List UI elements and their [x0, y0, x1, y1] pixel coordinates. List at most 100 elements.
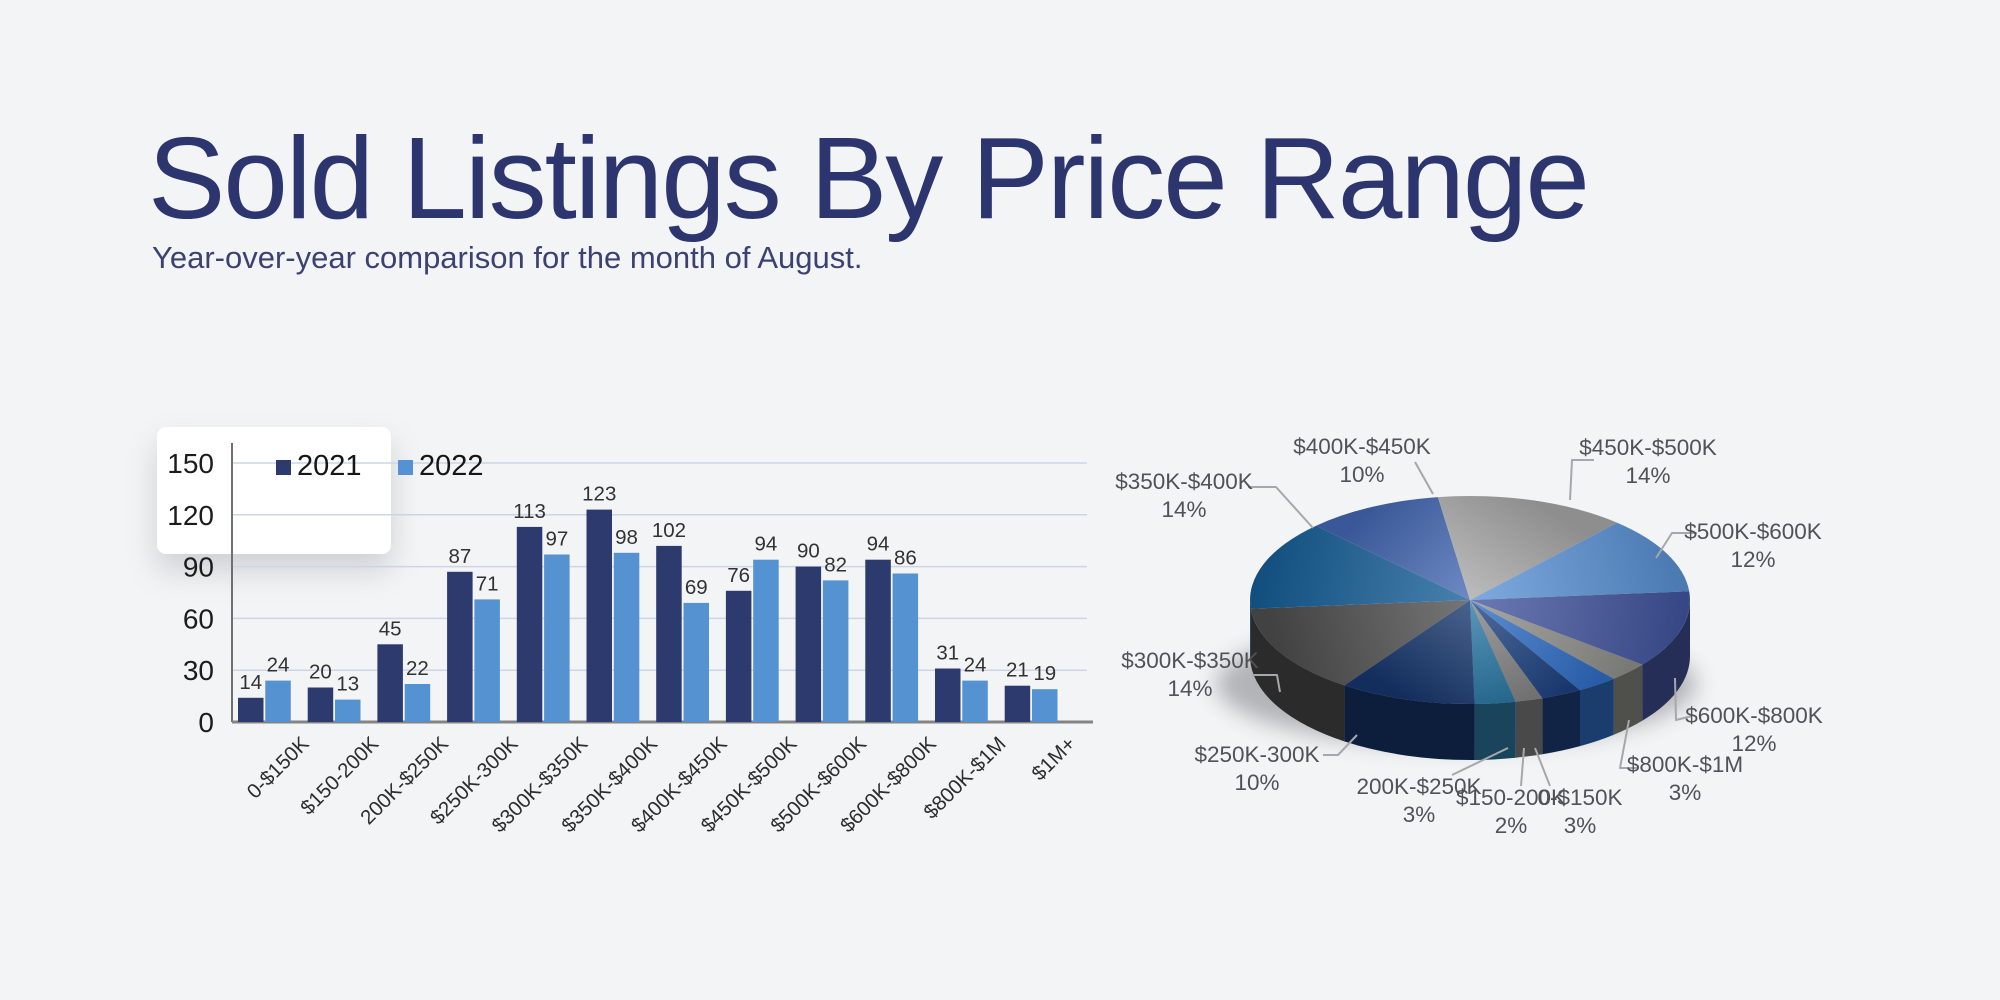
- pie-slice-name-label: $800K-$1M: [1627, 752, 1743, 777]
- pie-leader-line: [1674, 677, 1693, 721]
- legend-label-2022: 2022: [419, 450, 484, 482]
- pie-slice-name-label: $150-200K: [1456, 785, 1566, 810]
- bar-value-label: 94: [867, 533, 890, 556]
- bar-value-label: 20: [309, 660, 332, 683]
- y-axis-tick-label: 90: [183, 552, 214, 583]
- bar-value-label: 45: [379, 617, 402, 640]
- bar-2021-0: [238, 697, 264, 722]
- pie-slice-$400K-$450K: [1316, 497, 1470, 600]
- page-title: Sold Listings By Price Range: [148, 113, 1590, 243]
- pie-leader-line: [1414, 461, 1434, 495]
- pie-slice-pct-label: 12%: [1731, 731, 1776, 756]
- pie-leader-line: [1252, 674, 1281, 693]
- bar-2022-6: [683, 602, 709, 722]
- y-axis-tick-label: 150: [167, 448, 214, 479]
- bar-2021-7: [725, 590, 752, 722]
- pie-slice-200K-$250K: [1470, 600, 1516, 704]
- bar-value-label: 76: [727, 564, 750, 587]
- bar-2021-6: [656, 545, 682, 722]
- bar-2022-11: [1032, 689, 1058, 722]
- bar-value-label: 22: [406, 657, 429, 680]
- pie-slice-pct-label: 3%: [1564, 813, 1597, 838]
- pie-slice-pct-label: 12%: [1730, 547, 1775, 572]
- bar-value-label: 14: [239, 671, 262, 694]
- bar-value-label: 13: [336, 673, 359, 696]
- pie-leader-line: [1323, 734, 1358, 756]
- bar-2022-1: [335, 699, 361, 722]
- bar-value-label: 113: [513, 500, 546, 523]
- bar-2022-3: [474, 599, 500, 722]
- pie-slice-pct-label: 14%: [1167, 676, 1212, 701]
- pie-slice-side-$800K-$1M: [1613, 664, 1643, 735]
- bar-2021-5: [586, 509, 612, 722]
- bar-2021-9: [865, 559, 891, 722]
- bar-2022-5: [613, 552, 640, 722]
- pie-leader-line: [1248, 486, 1314, 529]
- pie-slice-0-$150K: [1470, 600, 1580, 699]
- bar-2022-4: [544, 554, 570, 722]
- pie-slice-name-label: $600K-$800K: [1685, 703, 1823, 728]
- pie-slice-name-label: 200K-$250K: [1356, 774, 1481, 799]
- y-axis-tick-label: 0: [198, 707, 214, 738]
- pie-slice-side-$350K-$400K: [1250, 600, 1251, 665]
- bar-value-label: 97: [545, 528, 568, 551]
- page-subtitle: Year-over-year comparison for the month …: [152, 240, 863, 275]
- pie-slice-name-label: $350K-$400K: [1115, 469, 1253, 494]
- pie-slice-pct-label: 2%: [1495, 813, 1528, 838]
- pie-slice-pct-label: 3%: [1669, 780, 1702, 805]
- bar-2022-2: [404, 684, 431, 722]
- bar-value-label: 86: [894, 547, 917, 570]
- pie-slice-$1M+: [1470, 600, 1614, 691]
- pie-slice-$250K-300K: [1344, 600, 1475, 705]
- bar-value-label: 94: [755, 533, 778, 556]
- chart-background-card: [157, 427, 391, 554]
- pie-slice-side-$250K-300K: [1344, 685, 1475, 761]
- bar-value-label: 69: [685, 576, 708, 599]
- pie-slice-side-$1M+: [1580, 678, 1614, 747]
- pie-slice-$600K-$800K: [1470, 591, 1690, 665]
- pie-slice-name-label: $250K-300K: [1194, 742, 1319, 767]
- bar-2022-9: [892, 573, 919, 722]
- pie-leader-line: [1520, 747, 1525, 787]
- pie-slice-pct-label: 10%: [1234, 770, 1279, 795]
- bar-2022-0: [265, 680, 291, 722]
- pie-slice-name-label: $400K-$450K: [1293, 434, 1431, 459]
- bar-value-label: 102: [652, 519, 686, 542]
- pie-chart: 0-$150K 3% $150-200K 2% 200K-$250K 3% $250K-30…: [1115, 434, 1823, 838]
- pie-slice-pct-label: 14%: [1625, 463, 1670, 488]
- bar-2021-3: [447, 571, 473, 722]
- pie-slice-pct-label: 14%: [1161, 497, 1206, 522]
- y-axis-tick-label: 30: [183, 655, 214, 686]
- x-axis-category-label: $1M+: [1027, 732, 1080, 785]
- bar-value-label: 24: [964, 654, 987, 677]
- pie-slice-$500K-$600K: [1470, 522, 1690, 600]
- pie-slice-side-$150-200K: [1515, 698, 1543, 758]
- bar-value-label: 21: [1006, 659, 1029, 682]
- pie-slice-side-200K-$250K: [1474, 701, 1516, 760]
- y-axis-tick-label: 120: [167, 500, 214, 531]
- pie-slice-name-label: $300K-$350K: [1121, 648, 1259, 673]
- bar-2021-2: [377, 644, 403, 722]
- pie-slice-side-$600K-$800K: [1642, 600, 1690, 721]
- bar-2021-11: [1004, 685, 1031, 722]
- pie-leader-line: [1534, 747, 1551, 787]
- pie-slice-side-0-$150K: [1542, 690, 1580, 755]
- bar-value-label: 19: [1033, 662, 1056, 685]
- pie-slice-name-label: 0-$150K: [1537, 785, 1622, 810]
- bar-value-label: 71: [476, 572, 499, 595]
- pie-slice-name-label: $450K-$500K: [1579, 435, 1717, 460]
- bar-2022-10: [962, 680, 988, 722]
- bar-value-label: 24: [267, 654, 290, 677]
- legend-swatch-2022: [398, 460, 413, 475]
- bar-2021-1: [307, 687, 334, 722]
- pie-slice-$800K-$1M: [1470, 600, 1643, 679]
- pie-leader-line: [1451, 747, 1509, 776]
- pie-slice-name-label: $500K-$600K: [1684, 519, 1822, 544]
- pie-slice-side-$300K-$350K: [1250, 608, 1345, 742]
- bar-value-label: 82: [824, 553, 847, 576]
- bar-chart: 0 30 60 90 120 150 2021 2022 14 20 45 87 113 123 102 76…: [167, 443, 1093, 837]
- y-axis-tick-label: 60: [183, 603, 214, 634]
- pie-slice-$300K-$350K: [1250, 600, 1470, 686]
- pie-slice-$150-200K: [1470, 600, 1543, 702]
